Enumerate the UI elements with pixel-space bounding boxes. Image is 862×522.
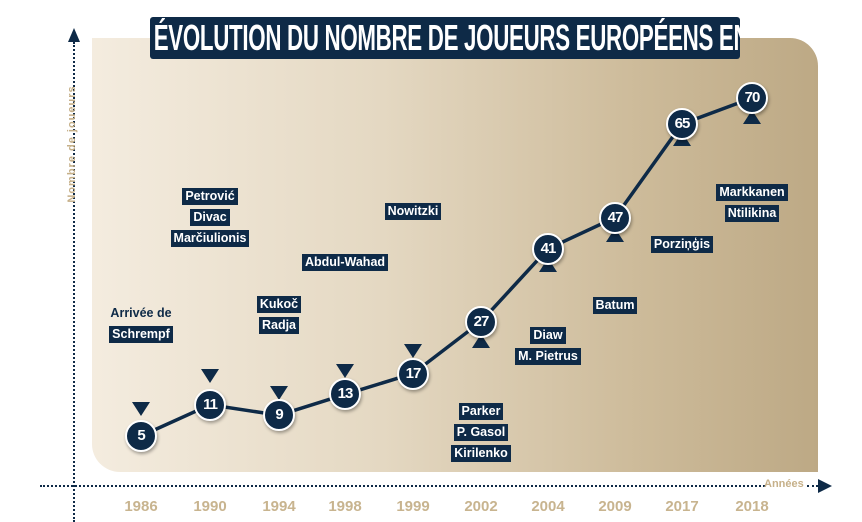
annotation-player-name: Marčiulionis [170,230,250,247]
annotation-1986: Arrivée de Schrempf [71,303,211,345]
annotation-player-name: Schrempf [109,326,173,343]
annotation-player-name: Markkanen [716,184,788,201]
annotation-2004: Diaw M. Pietrus [478,325,618,367]
data-point-2017: 65 [666,108,698,140]
annotation-1990: Petrović Divac Marčiulionis [140,186,280,249]
data-point-1998: 13 [329,378,361,411]
annotation-player-name: Batum [592,297,638,314]
annotation-player-name: Kukoč [256,296,302,313]
annotation-2018: Markkanen Ntilikina [682,182,822,224]
annotation-player-name: Divac [190,209,230,226]
x-tick-label: 2002 [464,498,498,515]
chart-title: ÉVOLUTION DU NOMBRE DE JOUEURS EUROPÉENS… [150,17,740,59]
x-tick-label: 1990 [193,498,227,515]
annotation-1999: Nowitzki [343,201,483,222]
annotation-player-name: Kirilenko [451,445,511,462]
annotation-arrow-head-icon [743,110,761,124]
data-point-2009: 47 [599,201,631,234]
x-tick-label: 1998 [328,498,362,515]
x-tick-label: 2018 [735,498,769,515]
data-point-2002: 27 [465,305,497,338]
annotation-player-name: Nowitzki [384,203,442,220]
annotation-1998: Abdul-Wahad [275,252,415,273]
annotation-2002: Parker P. Gasol Kirilenko [411,401,551,464]
data-point-1999: 17 [397,357,429,390]
data-point-2018: 70 [736,82,768,114]
annotation-arrow-head-icon [201,369,219,383]
x-axis-end [807,485,822,487]
x-axis [40,485,765,487]
annotation-arrow-head-icon [336,364,354,378]
x-tick-label: 2004 [531,498,565,515]
x-axis-label: Années [764,478,804,490]
x-tick-label: 2017 [665,498,699,515]
annotation-arrow-head-icon [270,386,288,400]
annotation-player-name: P. Gasol [453,424,509,441]
data-point-2004: 41 [532,232,564,265]
annotation-player-name: Parker [458,403,504,420]
data-point-1986: 5 [125,420,157,452]
data-point-1990: 11 [194,388,226,421]
annotation-player-name: Abdul-Wahad [301,254,389,271]
annotation-player-name: Radja [258,317,300,334]
annotation-arrow-head-icon [132,402,150,416]
series-line [140,96,753,438]
annotation-player-name: Arrivée de [110,306,172,320]
x-tick-label: 1986 [124,498,158,515]
y-axis-arrow-icon [68,28,80,42]
x-tick-label: 2009 [598,498,632,515]
x-tick-label: 1994 [262,498,296,515]
y-axis [73,42,75,522]
annotation-arrow-head-icon [404,344,422,358]
annotation-player-name: Porziņģis [650,236,714,253]
annotation-arrow-head-icon [539,258,557,272]
x-tick-label: 1999 [396,498,430,515]
annotation-2009: Batum [545,295,685,316]
annotation-player-name: Petrović [182,188,238,205]
data-point-1994: 9 [263,399,295,432]
annotation-player-name: Ntilikina [724,205,780,222]
annotation-arrow-head-icon [472,334,490,348]
annotation-2017: Porziņģis [612,234,752,255]
annotation-arrow-head-icon [606,228,624,242]
annotation-player-name: Diaw [530,327,566,344]
annotation-1994: Kukoč Radja [209,294,349,336]
x-axis-arrow-icon [818,479,832,493]
annotation-player-name: M. Pietrus [515,348,581,365]
